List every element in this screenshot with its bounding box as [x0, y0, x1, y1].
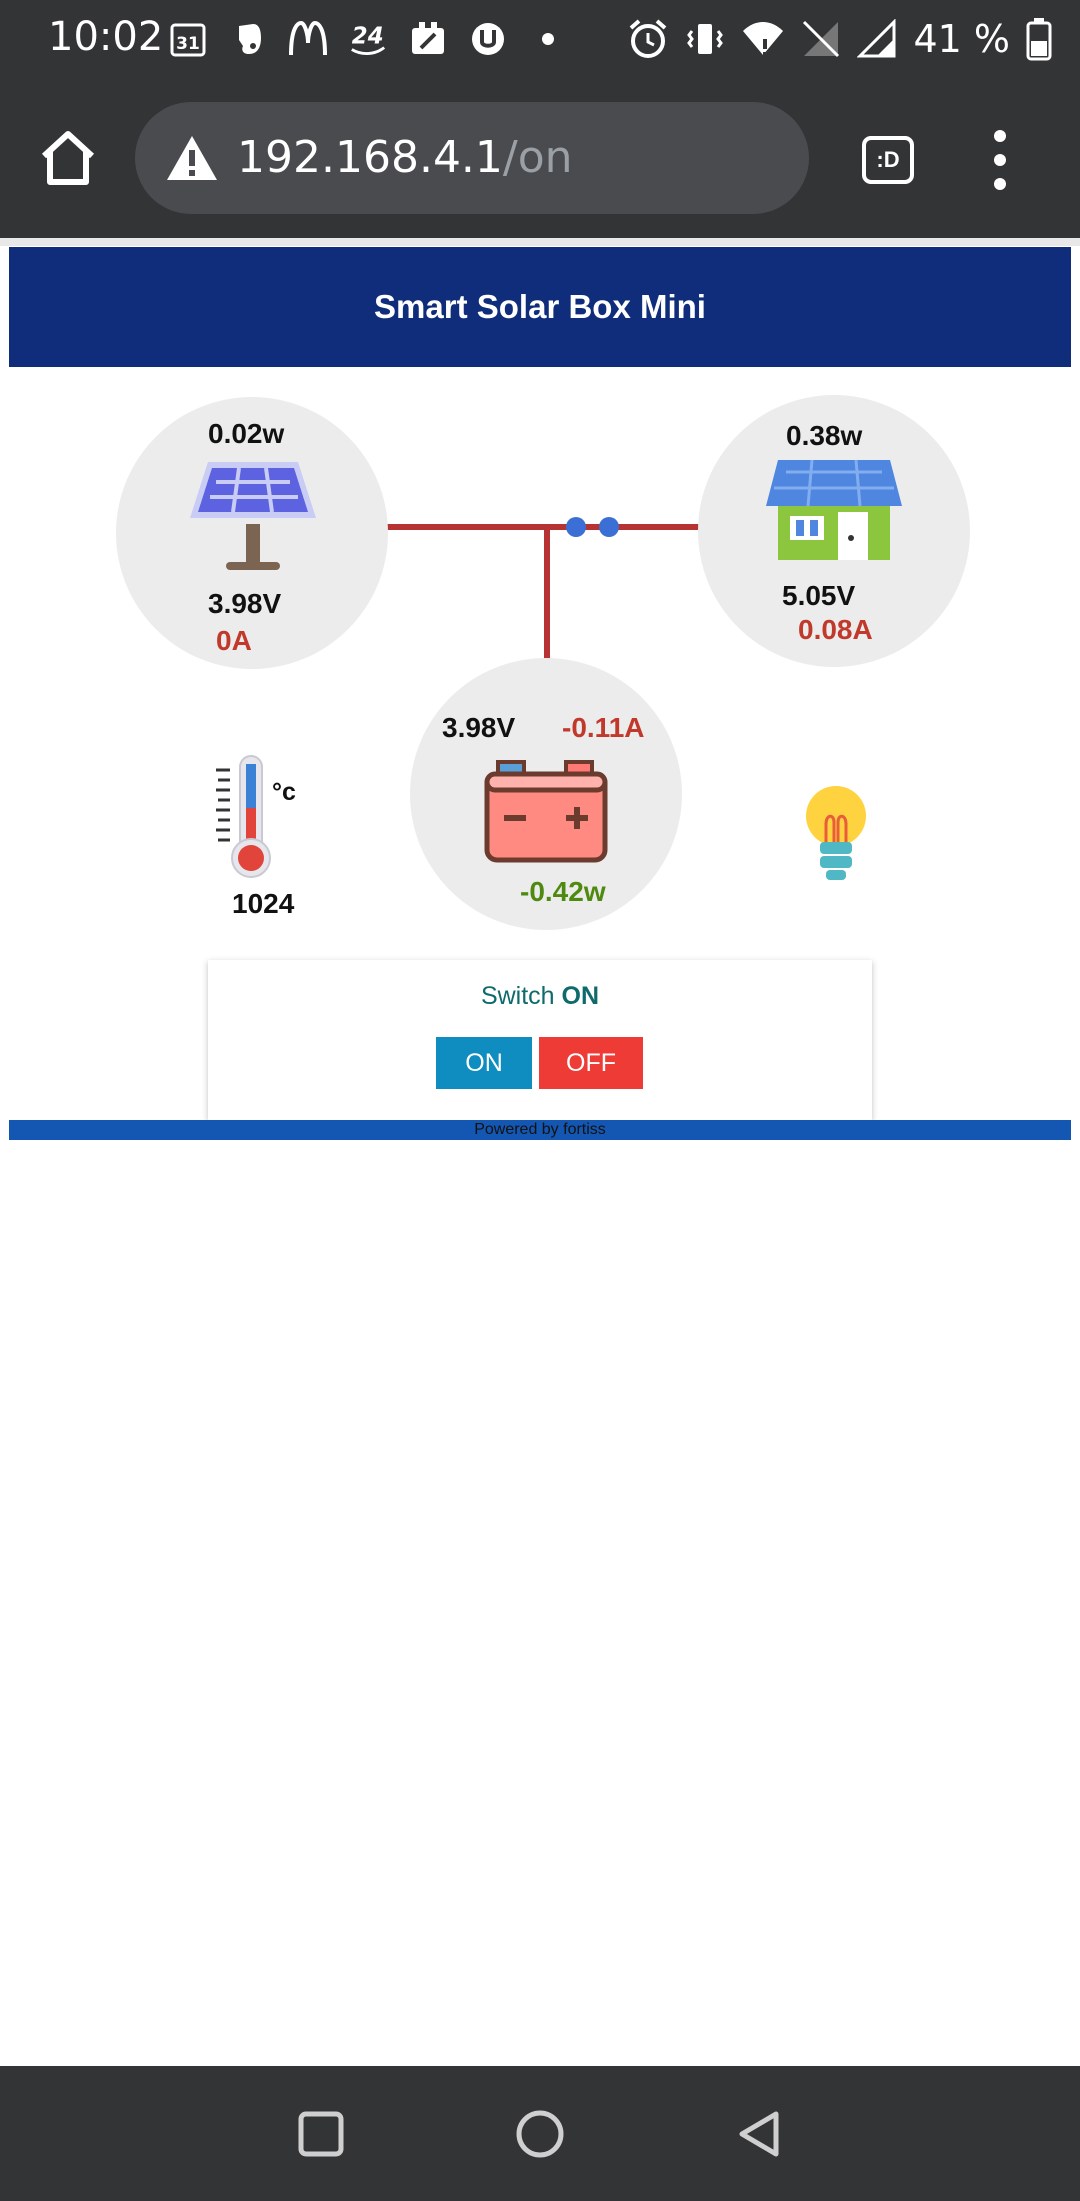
overflow-menu-icon[interactable]	[986, 130, 1014, 190]
temperature-unit: °c	[272, 778, 296, 806]
navigation-bar	[0, 2066, 1080, 2201]
switch-panel: Switch ON ON OFF	[208, 960, 872, 1120]
system-icons: 41 %	[627, 16, 1052, 62]
battery-power: -0.42w	[520, 876, 606, 907]
temperature-value: 1024	[232, 888, 295, 919]
battery-current: -0.11A	[562, 712, 645, 743]
wire-vertical	[544, 527, 550, 681]
svg-text:24: 24	[352, 24, 384, 50]
status-bar: 10:02 31 24 41 %	[0, 0, 1080, 78]
url-text[interactable]: 192.168.4.1/on	[237, 132, 573, 183]
status-time: 10:02	[48, 14, 164, 60]
dot-icon	[528, 19, 568, 59]
recents-icon[interactable]	[293, 2106, 349, 2162]
house-power: 0.38w	[786, 420, 863, 451]
battery-icon	[1026, 18, 1052, 61]
connection-dot	[566, 517, 586, 537]
battery-icon-large	[484, 760, 608, 863]
house-voltage: 5.05V	[782, 580, 856, 611]
switch-status: Switch ON	[208, 982, 872, 1011]
house-current: 0.08A	[798, 614, 873, 645]
footer-text: Powered by fortiss	[474, 1121, 606, 1138]
warning-icon[interactable]	[165, 134, 219, 182]
signal-icon	[857, 19, 896, 58]
mcdonalds-icon	[288, 19, 328, 59]
solar-current: 0A	[216, 625, 252, 656]
browser-toolbar: 192.168.4.1/on :D	[0, 78, 1080, 238]
switch-state: ON	[561, 982, 600, 1010]
battery-voltage: 3.98V	[442, 712, 516, 743]
footer-bar	[9, 1120, 1071, 1140]
thermometer-icon	[216, 755, 271, 878]
on-button[interactable]: ON	[436, 1037, 532, 1089]
house-icon	[766, 459, 902, 560]
alarm-icon	[630, 19, 667, 58]
tab-switcher-button[interactable]: :D	[862, 136, 914, 184]
back-icon[interactable]	[732, 2106, 788, 2162]
connection-dot	[599, 517, 619, 537]
wifi-icon	[743, 22, 784, 55]
uber-eats-icon	[468, 19, 508, 59]
home-nav-icon[interactable]	[512, 2106, 568, 2162]
solar-voltage: 3.98V	[208, 588, 282, 619]
evernote-icon	[228, 19, 268, 59]
address-bar[interactable]: 192.168.4.1/on	[135, 102, 809, 214]
solar-panel-icon	[190, 462, 316, 570]
delivery-icon	[408, 19, 448, 59]
calendar-day: 31	[176, 34, 200, 54]
notification-icons: 31 24	[168, 16, 568, 62]
app24-icon: 24	[348, 19, 388, 59]
calendar-icon: 31	[168, 19, 208, 59]
off-button[interactable]: OFF	[539, 1037, 643, 1089]
url-host: 192.168.4.1	[237, 132, 503, 183]
url-path: /on	[502, 132, 573, 183]
vibrate-icon	[687, 24, 724, 54]
home-icon[interactable]	[38, 128, 98, 188]
switch-label-prefix: Switch	[480, 982, 555, 1010]
light-bulb-icon	[806, 786, 866, 880]
page-divider	[0, 238, 1080, 246]
solar-power: 0.02w	[208, 418, 285, 449]
page-title: Smart Solar Box Mini	[9, 247, 1071, 367]
battery-percent: 41 %	[913, 17, 1010, 61]
no-sim-icon	[803, 20, 840, 58]
